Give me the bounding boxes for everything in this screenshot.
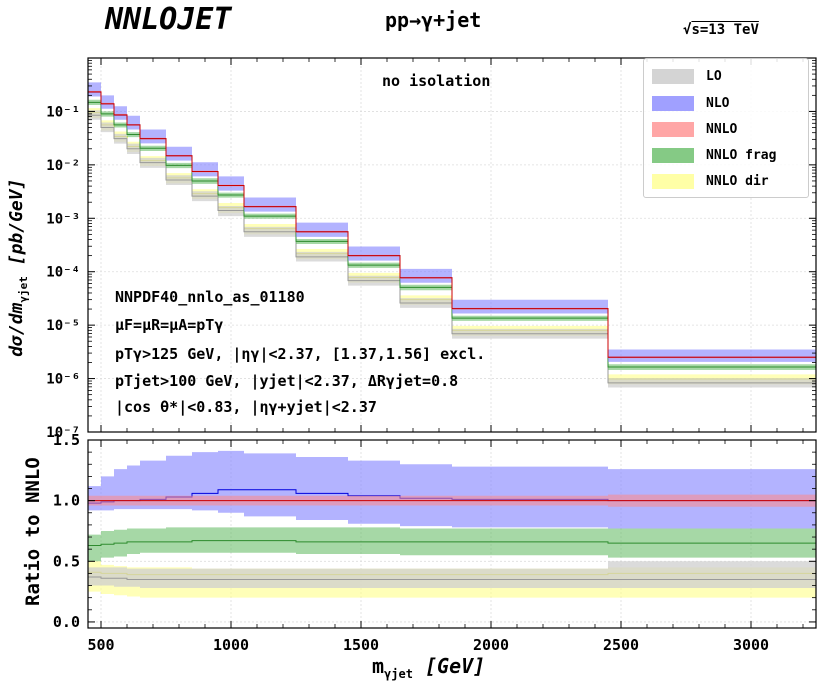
legend-entry-nnlo-dir: NNLO dir	[652, 172, 769, 190]
info-angle-cuts: |cos θ*|<0.83, |ηγ+yjet|<2.37	[115, 398, 377, 416]
ratio-xtick-label-4: 2500	[603, 636, 639, 654]
legend-label-nlo: NLO	[706, 95, 730, 111]
ratio-ytick-label-2: 1.0	[53, 492, 80, 510]
legend-entry-nlo: NLO	[652, 94, 729, 112]
ratio-xtick-label-2: 1500	[343, 636, 379, 654]
legend-label-nnlo-dir: NNLO dir	[706, 173, 769, 189]
legend-label-nnlo: NNLO	[706, 121, 738, 137]
legend-swatch-nnlo-frag	[652, 147, 694, 163]
ratio-series-nnlo-frag	[88, 527, 816, 562]
ratio-series-layer	[88, 450, 816, 598]
ratio-xtick-label-5: 3000	[733, 636, 769, 654]
nnlojet-logo: NNLOJET	[105, 2, 232, 37]
main-y-axis-title-unit: [pb/GeV]	[6, 178, 28, 266]
main-ytick-label-6: 10⁻¹	[46, 104, 80, 120]
main-ytick-label-5: 10⁻²	[46, 158, 80, 174]
info-pdf: NNPDF40_nnlo_as_01180	[115, 288, 305, 306]
info-scales: μF=μR=μA=pTγ	[115, 316, 224, 334]
ratio-xtick-label-1: 1000	[213, 636, 249, 654]
main-series-layer	[88, 82, 816, 388]
ratio-xtick-label-0: 500	[87, 636, 114, 654]
main-y-axis-title-sub: γjet	[16, 276, 30, 303]
legend-entry-nnlo: NNLO	[652, 120, 737, 138]
legend-entry-lo: LO	[652, 67, 722, 85]
ratio-band-nnlo-frag	[88, 527, 816, 562]
main-ytick-label-2: 10⁻⁵	[46, 318, 80, 334]
x-axis-title-unit: [GeV]	[425, 654, 486, 678]
legend-swatch-nlo	[652, 95, 694, 111]
main-ytick-label-3: 10⁻⁴	[46, 265, 80, 281]
x-axis-title-main: m	[372, 654, 385, 678]
main-ytick-label-0: 10⁻⁷	[46, 425, 80, 441]
ratio-line-lo	[88, 576, 816, 580]
info-photon-cuts: pTγ>125 GeV, |ηγ|<2.37, [1.37,1.56] excl…	[115, 345, 486, 363]
ratio-ytick-label-1: 0.5	[53, 552, 80, 570]
x-axis-title: mγjet [GeV]	[372, 654, 485, 681]
energy-label: √s=13 TeV	[683, 22, 759, 38]
main-series-lo	[88, 110, 816, 388]
main-axes-frame	[87, 57, 817, 433]
legend-label-lo: LO	[706, 68, 722, 84]
ratio-series-nnlo	[88, 494, 816, 507]
ratio-line-nnlo-frag	[88, 540, 816, 547]
legend-entry-nnlo-frag: NNLO frag	[652, 146, 776, 164]
legend-swatch-nnlo-dir	[652, 173, 694, 189]
legend: LO NLO NNLO NNLO frag NNLO dir	[643, 58, 809, 198]
ratio-axes-frame	[87, 439, 817, 629]
main-y-axis-title: dσ/dmγjet [pb/GeV]	[6, 137, 30, 357]
ratio-y-axis-title: Ratio to NNLO	[22, 457, 44, 606]
main-ytick-label-1: 10⁻⁶	[46, 372, 80, 388]
ratio-series-lo	[88, 561, 816, 588]
isolation-annotation: no isolation	[382, 72, 491, 90]
main-series-nnlo	[88, 90, 816, 359]
ratio-ytick-label-0: 0.0	[53, 613, 80, 631]
main-line-lo	[88, 114, 816, 384]
x-axis-title-sub: γjet	[384, 667, 413, 681]
ratio-band-lo	[88, 561, 816, 588]
ratio-xtick-label-3: 2000	[473, 636, 509, 654]
ratio-ticks: 0.0 0.5 1.0 1.5 500 1000 1500 2000 2500 3000	[53, 431, 816, 654]
legend-swatch-lo	[652, 68, 694, 84]
main-ytick-label-4: 10⁻³	[46, 211, 80, 227]
info-jet-cuts: pTjet>100 GeV, |yjet|<2.37, ΔRγjet=0.8	[115, 372, 459, 390]
sqrt-sign: √	[683, 22, 692, 38]
main-line-nnlo	[88, 91, 816, 358]
process-label: pp→γ+jet	[385, 8, 482, 32]
legend-swatch-nnlo	[652, 121, 694, 137]
energy-value: s=13 TeV	[691, 22, 759, 38]
legend-label-nnlo-frag: NNLO frag	[706, 147, 777, 163]
main-ticks: 10⁻⁷ 10⁻⁶ 10⁻⁵ 10⁻⁴ 10⁻³ 10⁻² 10⁻¹	[46, 58, 816, 441]
ratio-band-nlo	[88, 450, 816, 529]
ratio-ytick-label-3: 1.5	[53, 431, 80, 449]
main-y-axis-title-main: dσ/dm	[6, 302, 28, 357]
